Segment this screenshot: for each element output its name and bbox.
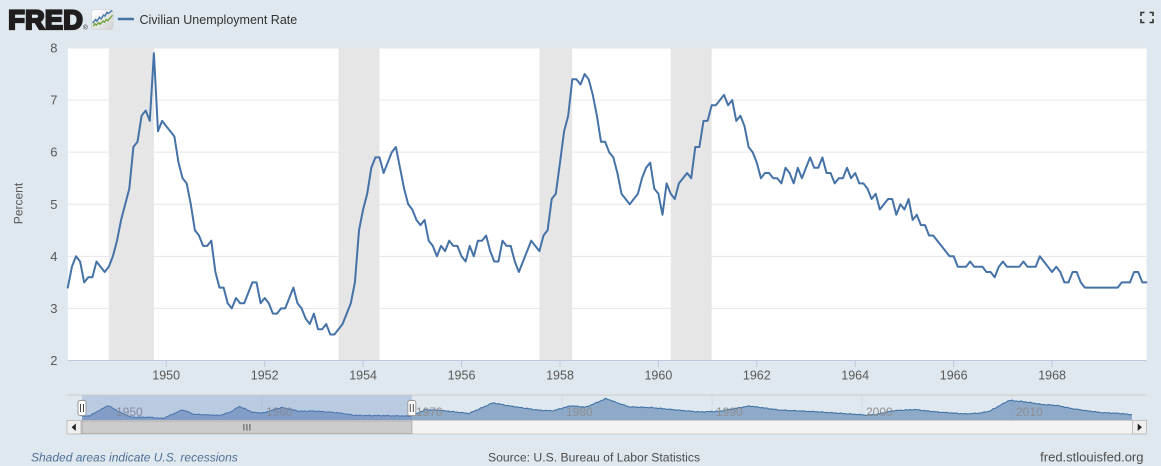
svg-text:5: 5 <box>50 197 57 212</box>
svg-text:2010: 2010 <box>1016 405 1043 419</box>
svg-text:1950: 1950 <box>116 405 143 419</box>
svg-text:1962: 1962 <box>743 369 771 383</box>
svg-text:Shaded areas indicate U.S. rec: Shaded areas indicate U.S. recessions <box>31 451 238 465</box>
svg-text:1956: 1956 <box>448 369 476 383</box>
svg-text:1980: 1980 <box>566 405 593 419</box>
svg-text:4: 4 <box>50 249 57 264</box>
svg-text:FRED: FRED <box>8 5 83 35</box>
svg-text:fred.stlouisfed.org: fred.stlouisfed.org <box>1040 450 1143 465</box>
svg-text:Source: U.S. Bureau of Labor S: Source: U.S. Bureau of Labor Statistics <box>488 451 700 465</box>
svg-text:Civilian Unemployment Rate: Civilian Unemployment Rate <box>140 13 298 27</box>
svg-text:Percent: Percent <box>12 182 26 224</box>
svg-text:1958: 1958 <box>546 369 574 383</box>
svg-text:7: 7 <box>50 93 57 108</box>
svg-text:®: ® <box>83 24 88 32</box>
svg-text:1960: 1960 <box>644 369 672 383</box>
svg-text:1990: 1990 <box>716 405 743 419</box>
svg-text:6: 6 <box>50 145 57 160</box>
svg-text:1952: 1952 <box>251 369 279 383</box>
svg-text:1968: 1968 <box>1038 369 1066 383</box>
svg-text:1960: 1960 <box>266 405 293 419</box>
svg-text:2: 2 <box>50 353 57 368</box>
svg-text:1966: 1966 <box>940 369 968 383</box>
svg-text:1954: 1954 <box>349 369 377 383</box>
svg-text:8: 8 <box>50 41 57 56</box>
svg-text:3: 3 <box>50 301 57 316</box>
svg-text:2000: 2000 <box>866 405 893 419</box>
svg-text:1970: 1970 <box>416 405 443 419</box>
svg-text:1964: 1964 <box>841 369 869 383</box>
svg-text:1950: 1950 <box>152 369 180 383</box>
